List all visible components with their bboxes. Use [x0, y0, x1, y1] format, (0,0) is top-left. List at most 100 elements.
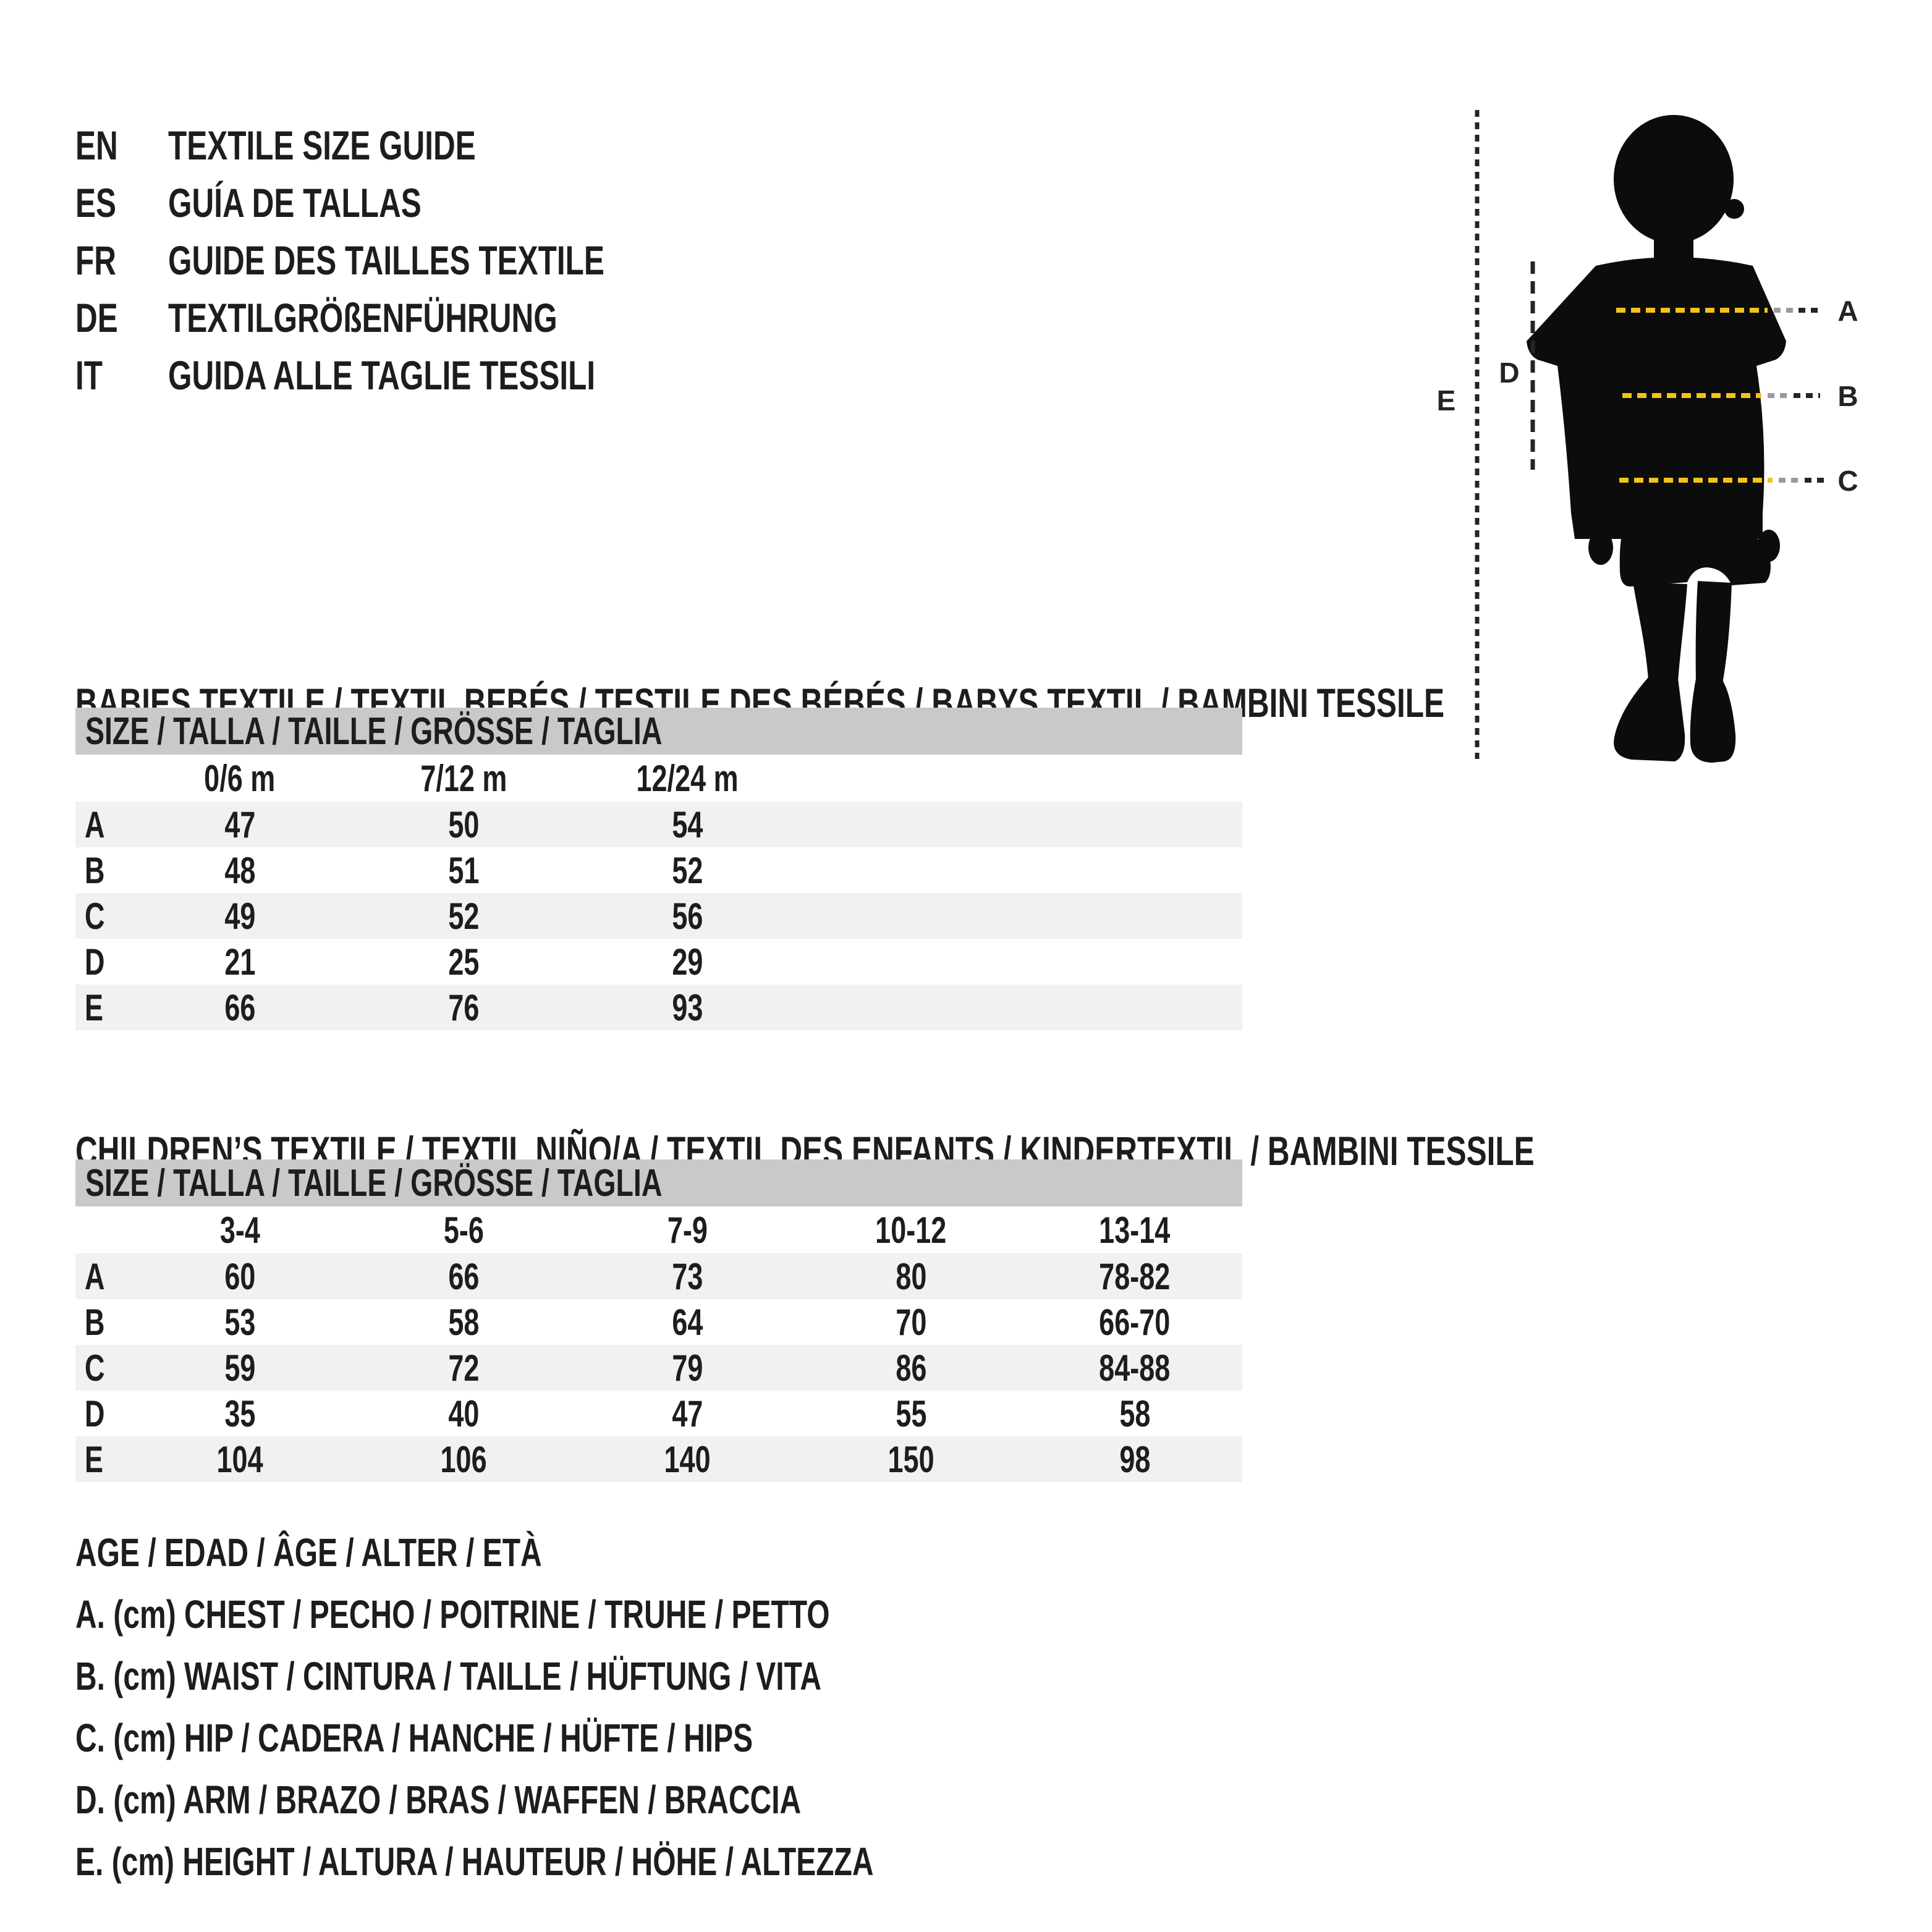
cell-value: 66-70	[1099, 1301, 1171, 1343]
column-header-label: 10-12	[875, 1209, 947, 1251]
children-size-table: SIZE / TALLA / TAILLE / GRÖSSE / TAGLIA …	[75, 1159, 1242, 1482]
language-code: IT	[75, 352, 103, 398]
column-header: 3-4	[128, 1209, 352, 1252]
table-cell: 66	[352, 1255, 575, 1298]
page-title-de: TEXTILGRÖßENFÜHRUNG	[168, 294, 557, 341]
row-label: E	[75, 986, 128, 1029]
table-row-c: C 49 52 56	[75, 893, 1242, 939]
child-silhouette-icon	[1527, 115, 1786, 763]
cell-value: 52	[447, 895, 480, 937]
legend-line-waist: B. (cm) WAIST / CINTURA / TAILLE / HÜFTU…	[75, 1645, 1140, 1707]
row-label: B	[75, 1301, 128, 1344]
cell-value: 70	[895, 1301, 927, 1343]
row-label-text: A	[85, 1255, 105, 1297]
column-header-label: 12/24 m	[636, 757, 739, 799]
measurement-legend: AGE / EDAD / ÂGE / ALTER / ETÀ A. (cm) C…	[75, 1522, 1140, 1892]
table-cell: 66	[128, 986, 352, 1029]
cell-value: 58	[447, 1301, 480, 1343]
cell-value: 50	[447, 803, 480, 845]
table-row-e: E 66 76 93	[75, 985, 1242, 1030]
table-cell: 48	[128, 849, 352, 892]
row-label: A	[75, 1255, 128, 1298]
table-cell: 93	[575, 986, 799, 1029]
table-cell: 47	[128, 803, 352, 846]
cell-value: 78-82	[1099, 1255, 1171, 1297]
legend-text: E. (cm) HEIGHT / ALTURA / HAUTEUR / HÖHE…	[75, 1839, 874, 1884]
cell-value: 66	[447, 1255, 480, 1297]
table-cell: 52	[352, 895, 575, 938]
children-size-header-band: SIZE / TALLA / TAILLE / GRÖSSE / TAGLIA	[75, 1159, 1242, 1206]
language-header: EN TEXTILE SIZE GUIDE ES GUÍA DE TALLAS …	[75, 116, 750, 404]
cell-value: 53	[224, 1301, 256, 1343]
figure-label-b: B	[1837, 380, 1858, 412]
column-header-label: 0/6 m	[204, 757, 276, 799]
language-row-fr: FR GUIDE DES TAILLES TEXTILE	[75, 231, 750, 289]
table-row-e: E 104 106 140 150 98	[75, 1436, 1242, 1482]
table-cell: 47	[575, 1392, 799, 1435]
cell-value: 140	[664, 1438, 711, 1480]
child-silhouette-diagram: E D A B C	[1437, 110, 1858, 763]
children-column-header-row: 3-4 5-6 7-9 10-12 13-14	[75, 1206, 1242, 1253]
language-code: FR	[75, 237, 116, 283]
table-cell: 79	[575, 1347, 799, 1389]
table-row-d: D 21 25 29	[75, 939, 1242, 985]
column-header-label: 7-9	[667, 1209, 708, 1251]
table-cell: 72	[352, 1347, 575, 1389]
table-cell: 86	[799, 1347, 1023, 1389]
language-row-es: ES GUÍA DE TALLAS	[75, 174, 750, 231]
cell-value: 64	[671, 1301, 703, 1343]
table-cell: 73	[575, 1255, 799, 1298]
row-label-text: B	[85, 849, 105, 891]
table-cell: 76	[352, 986, 575, 1029]
language-code: DE	[75, 294, 118, 341]
table-cell: 53	[128, 1301, 352, 1344]
cell-value: 59	[224, 1347, 256, 1389]
legend-text: A. (cm) CHEST / PECHO / POITRINE / TRUHE…	[75, 1592, 830, 1637]
cell-value: 72	[447, 1347, 480, 1389]
column-header: 12/24 m	[575, 757, 799, 800]
column-header-label: 5-6	[443, 1209, 484, 1251]
size-header-label: SIZE / TALLA / TAILLE / GRÖSSE / TAGLIA	[85, 710, 663, 753]
cell-value: 49	[224, 895, 256, 937]
cell-value: 79	[671, 1347, 703, 1389]
language-row-en: EN TEXTILE SIZE GUIDE	[75, 116, 750, 174]
column-header-label: 7/12 m	[420, 757, 507, 799]
cell-value: 52	[671, 849, 703, 891]
legend-line-hip: C. (cm) HIP / CADERA / HANCHE / HÜFTE / …	[75, 1707, 1140, 1769]
cell-value: 21	[224, 941, 256, 983]
babies-column-header-row: 0/6 m 7/12 m 12/24 m	[75, 755, 1242, 802]
table-cell: 51	[352, 849, 575, 892]
legend-text: AGE / EDAD / ÂGE / ALTER / ETÀ	[75, 1530, 542, 1575]
table-cell: 25	[352, 941, 575, 983]
column-header: 5-6	[352, 1209, 575, 1252]
figure-label-d: D	[1499, 357, 1519, 389]
page-title-fr: GUIDE DES TAILLES TEXTILE	[168, 237, 604, 283]
column-header: 0/6 m	[128, 757, 352, 800]
column-header-label: 13-14	[1099, 1209, 1171, 1251]
language-code: ES	[75, 179, 117, 226]
cell-value: 84-88	[1099, 1347, 1171, 1389]
babies-size-header-band: SIZE / TALLA / TAILLE / GRÖSSE / TAGLIA	[75, 708, 1242, 755]
table-cell: 66-70	[1023, 1301, 1247, 1344]
row-label: E	[75, 1438, 128, 1481]
table-cell: 140	[575, 1438, 799, 1481]
legend-text: B. (cm) WAIST / CINTURA / TAILLE / HÜFTU…	[75, 1654, 822, 1698]
table-row-a: A 60 66 73 80 78-82	[75, 1253, 1242, 1299]
cell-value: 29	[671, 941, 703, 983]
table-cell: 55	[799, 1392, 1023, 1435]
table-cell: 21	[128, 941, 352, 983]
legend-line-age: AGE / EDAD / ÂGE / ALTER / ETÀ	[75, 1522, 1140, 1583]
table-cell: 106	[352, 1438, 575, 1481]
cell-value: 35	[224, 1392, 256, 1434]
cell-value: 55	[895, 1392, 927, 1434]
cell-value: 60	[224, 1255, 256, 1297]
table-cell: 49	[128, 895, 352, 938]
table-cell: 58	[1023, 1392, 1247, 1435]
legend-line-height: E. (cm) HEIGHT / ALTURA / HAUTEUR / HÖHE…	[75, 1831, 1140, 1892]
table-cell: 35	[128, 1392, 352, 1435]
table-cell: 58	[352, 1301, 575, 1344]
row-label-text: B	[85, 1301, 105, 1343]
row-label: C	[75, 895, 128, 938]
language-row-it: IT GUIDA ALLE TAGLIE TESSILI	[75, 346, 750, 404]
table-cell: 150	[799, 1438, 1023, 1481]
